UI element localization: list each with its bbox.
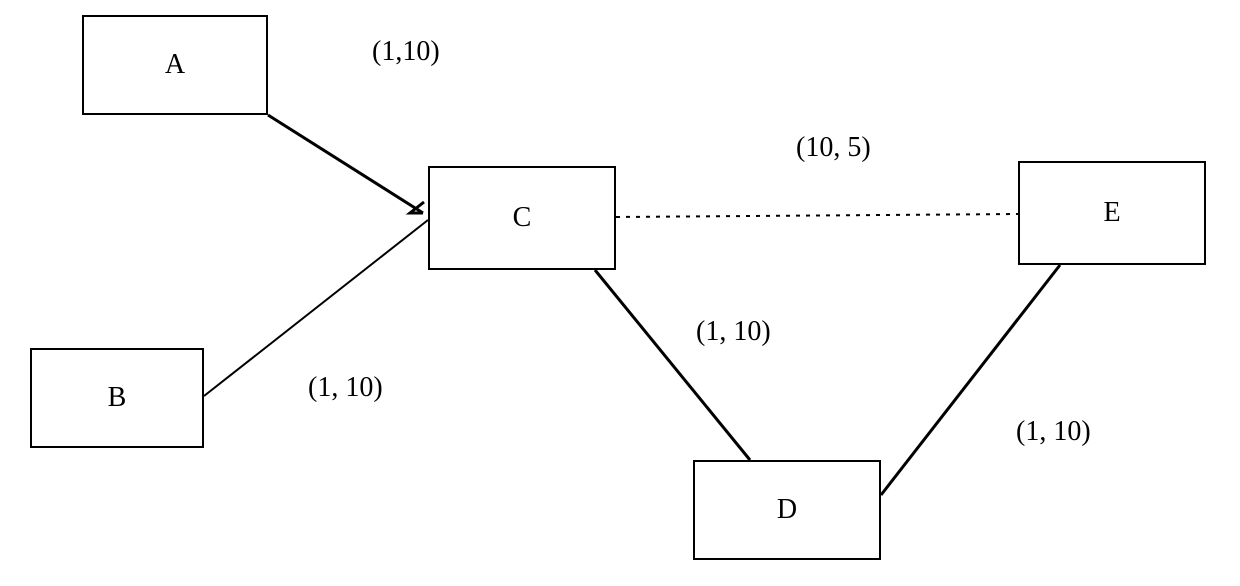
edge-label-b-c: (1, 10) bbox=[308, 372, 383, 404]
edge-b-c bbox=[204, 220, 428, 396]
node-c-label: C bbox=[513, 202, 532, 234]
node-d: D bbox=[693, 460, 881, 560]
node-b: B bbox=[30, 348, 204, 448]
edge-d-e bbox=[881, 265, 1060, 495]
node-b-label: B bbox=[108, 382, 127, 414]
node-e: E bbox=[1018, 161, 1206, 265]
node-e-label: E bbox=[1103, 197, 1120, 229]
edge-c-d bbox=[595, 270, 750, 460]
edge-a-c-arrowhead bbox=[410, 202, 424, 213]
edge-c-e bbox=[616, 214, 1018, 217]
edge-label-d-e: (1, 10) bbox=[1016, 416, 1091, 448]
edge-label-c-e: (10, 5) bbox=[796, 132, 871, 164]
edge-a-c bbox=[268, 115, 423, 213]
node-d-label: D bbox=[777, 494, 797, 526]
edge-label-a-c: (1,10) bbox=[372, 36, 440, 68]
node-a: A bbox=[82, 15, 268, 115]
node-a-label: A bbox=[165, 49, 185, 81]
node-c: C bbox=[428, 166, 616, 270]
edge-label-c-d: (1, 10) bbox=[696, 316, 771, 348]
